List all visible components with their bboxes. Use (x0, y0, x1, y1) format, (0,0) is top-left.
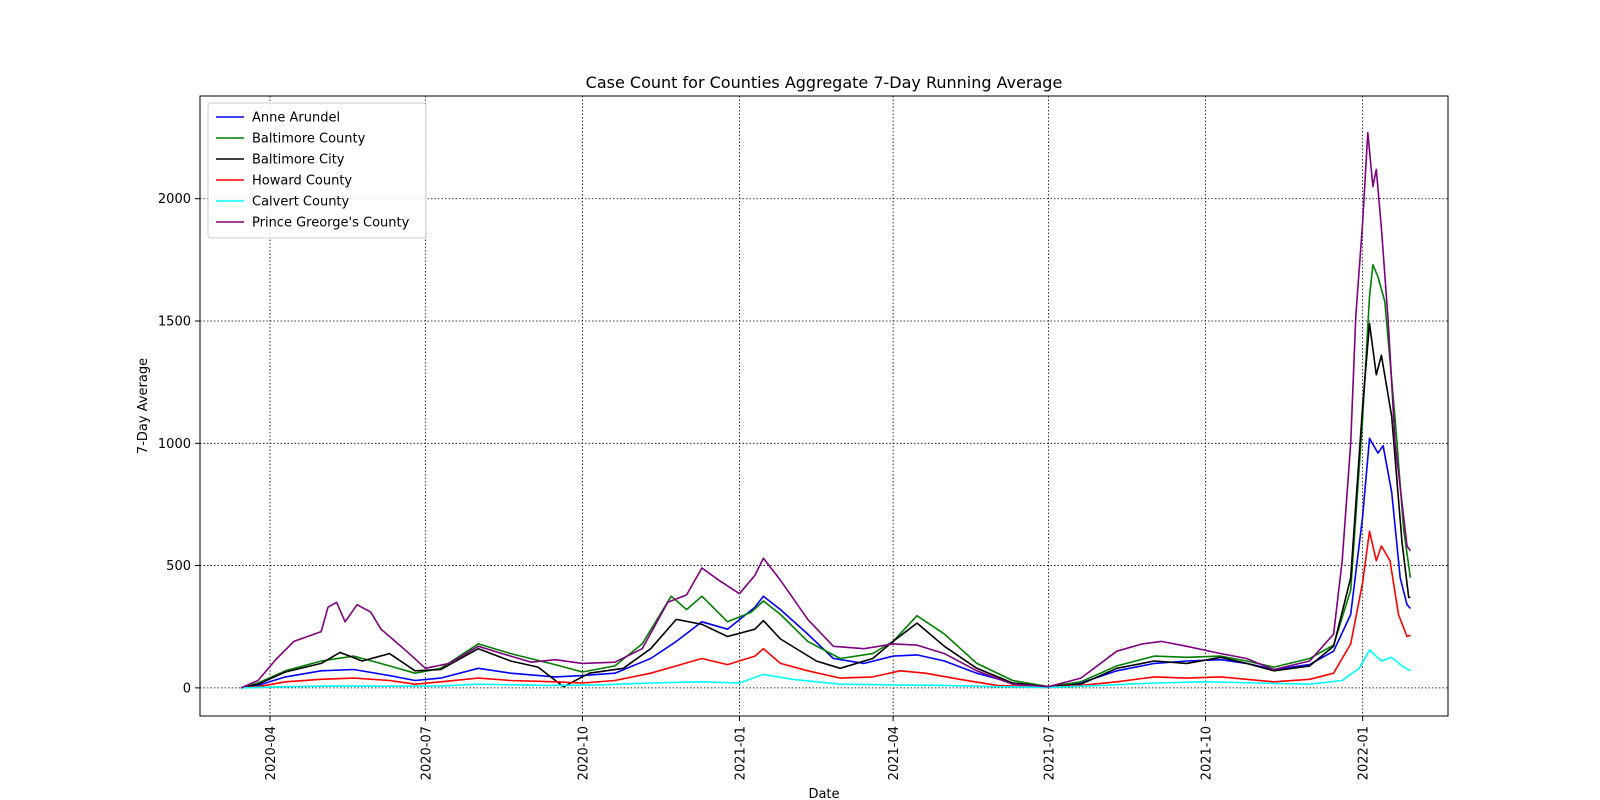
legend-label-4: Calvert County (252, 195, 350, 210)
y-tick-label: 1000 (158, 437, 191, 452)
series-line-0 (240, 437, 1411, 689)
x-axis-label: Date (808, 787, 839, 800)
x-tick-label: 2021-01 (733, 726, 748, 780)
legend: Anne Arundel Baltimore County Baltimore Ci… (207, 102, 427, 239)
y-tick-label: 1500 (158, 315, 191, 330)
series-line-3 (240, 530, 1411, 689)
legend-label-0: Anne Arundel (252, 111, 340, 126)
y-axis-ticks: 0 500 1000 1500 2000 (158, 192, 200, 696)
series-line-1 (240, 264, 1412, 689)
x-tick-label: 2020-07 (419, 726, 434, 780)
y-axis-label: 7-Day Average (136, 358, 151, 454)
grid-lines (200, 96, 1448, 716)
series-line-4 (240, 649, 1411, 689)
chart-title: Case Count for Counties Aggregate 7-Day … (586, 73, 1063, 92)
x-tick-label: 2022-01 (1357, 726, 1372, 780)
x-tick-label: 2020-04 (264, 726, 279, 780)
x-tick-label: 2020-10 (576, 726, 591, 780)
y-tick-label: 2000 (158, 192, 191, 207)
series-lines (240, 131, 1412, 689)
x-tick-label: 2021-04 (887, 726, 902, 780)
legend-label-5: Prince Greorge's County (252, 216, 410, 231)
plot-frame (199, 95, 1449, 717)
x-axis-ticks: 2020-04 2020-07 2020-10 2021-01 2021-04 2021-… (264, 716, 1372, 780)
x-tick-label: 2021-10 (1200, 726, 1215, 780)
legend-label-2: Baltimore City (252, 153, 345, 168)
legend-box (207, 102, 427, 239)
series-line-2 (240, 322, 1411, 689)
series-line-5 (240, 131, 1412, 689)
y-tick-label: 500 (166, 559, 191, 574)
legend-label-3: Howard County (252, 174, 352, 189)
legend-label-1: Baltimore County (252, 132, 366, 147)
y-tick-label: 0 (183, 681, 191, 696)
x-tick-label: 2021-07 (1043, 726, 1058, 780)
